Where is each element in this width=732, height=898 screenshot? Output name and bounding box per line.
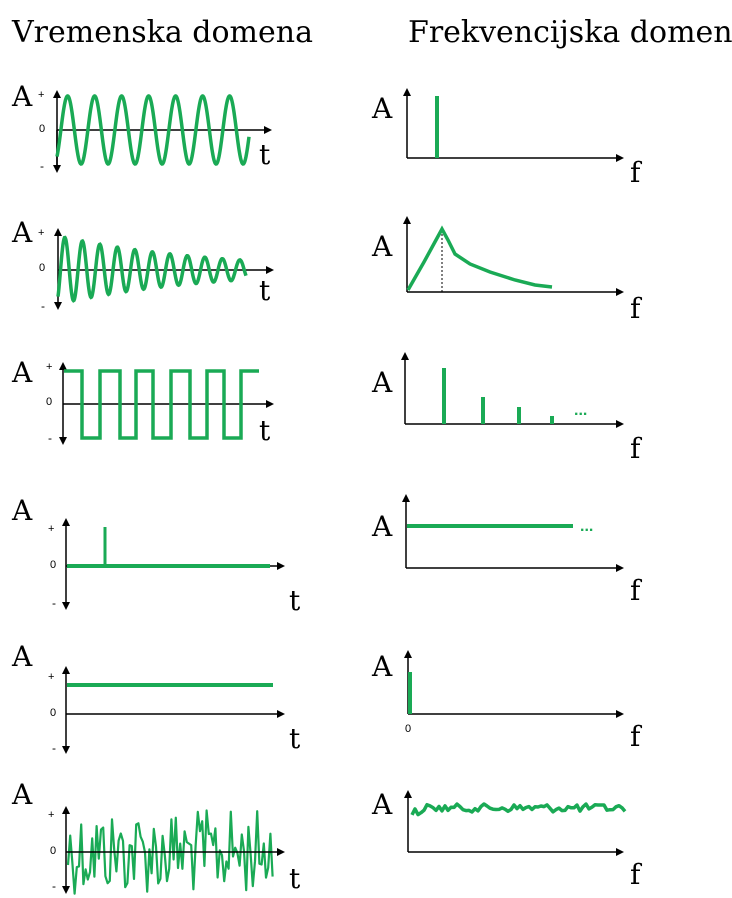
row-6-time-plot: A + 0 - t — [11, 778, 301, 895]
frequency-label: f — [630, 156, 643, 189]
row-4-time-plot: A + 0 - t — [11, 494, 301, 617]
plus-label: + — [48, 671, 54, 683]
amplitude-label: A — [11, 778, 33, 811]
amplitude-label: A — [371, 366, 393, 399]
frequency-label: f — [630, 720, 643, 753]
amplitude-label: A — [11, 494, 33, 527]
frequency-label: f — [630, 292, 643, 325]
row-1-time-plot: A + 0 - t — [11, 80, 272, 173]
minus-label: - — [52, 596, 56, 610]
minus-label: - — [52, 741, 56, 755]
time-label: t — [259, 138, 271, 171]
zero-label: 0 — [405, 723, 411, 735]
amplitude-label: A — [371, 650, 393, 683]
zero-label: 0 — [39, 262, 45, 274]
row-4-frequency-plot: A f ... — [371, 494, 643, 607]
amplitude-label: A — [11, 640, 33, 673]
noise-signal — [66, 809, 274, 895]
frequency-label: f — [630, 858, 643, 891]
time-label: t — [289, 584, 301, 617]
plus-label: + — [38, 227, 44, 239]
plus-label: + — [46, 361, 52, 373]
amplitude-label: A — [371, 510, 393, 543]
time-domain-header: Vremenska domena — [11, 15, 313, 50]
time-label: t — [259, 274, 271, 307]
amplitude-label: A — [371, 92, 393, 125]
row-5-time-plot: A + 0 - t — [11, 640, 301, 755]
row-3-frequency-plot: A f ... — [371, 352, 643, 465]
ellipsis: ... — [574, 402, 587, 419]
sine-wave — [55, 94, 251, 166]
plus-label: + — [38, 89, 44, 101]
row-2-frequency-plot: A f — [371, 216, 643, 325]
zero-label: 0 — [50, 559, 56, 571]
row-6-frequency-plot: A f — [371, 788, 643, 891]
time-label: t — [289, 722, 301, 755]
amplitude-label: A — [11, 356, 33, 389]
zero-label: 0 — [50, 707, 56, 719]
plus-label: + — [48, 809, 54, 821]
time-label: t — [289, 862, 301, 895]
minus-label: - — [40, 159, 44, 173]
amplitude-label: A — [371, 788, 393, 821]
zero-label: 0 — [46, 396, 52, 408]
time-label: t — [259, 414, 271, 447]
amplitude-label: A — [11, 216, 33, 249]
frequency-label: f — [630, 432, 643, 465]
row-5-frequency-plot: A f 0 — [371, 650, 643, 753]
row-2-time-plot: A + 0 - t — [11, 216, 274, 313]
amplitude-label: A — [371, 230, 393, 263]
square-wave — [64, 369, 259, 440]
noise-spectrum — [410, 802, 627, 817]
row-3-time-plot: A + 0 - t — [11, 356, 274, 447]
minus-label: - — [41, 299, 45, 313]
minus-label: - — [48, 431, 52, 445]
row-1-frequency-plot: A f — [371, 88, 643, 189]
resonance-spectrum — [406, 225, 553, 291]
frequency-domain-header: Frekvencijska domena — [408, 15, 732, 50]
frequency-label: f — [630, 574, 643, 607]
amplitude-label: A — [11, 80, 33, 113]
ellipsis: ... — [580, 518, 593, 535]
zero-label: 0 — [50, 845, 56, 857]
damped-sine-wave — [56, 235, 248, 303]
minus-label: - — [52, 879, 56, 893]
plus-label: + — [48, 523, 54, 535]
zero-label: 0 — [39, 123, 45, 135]
